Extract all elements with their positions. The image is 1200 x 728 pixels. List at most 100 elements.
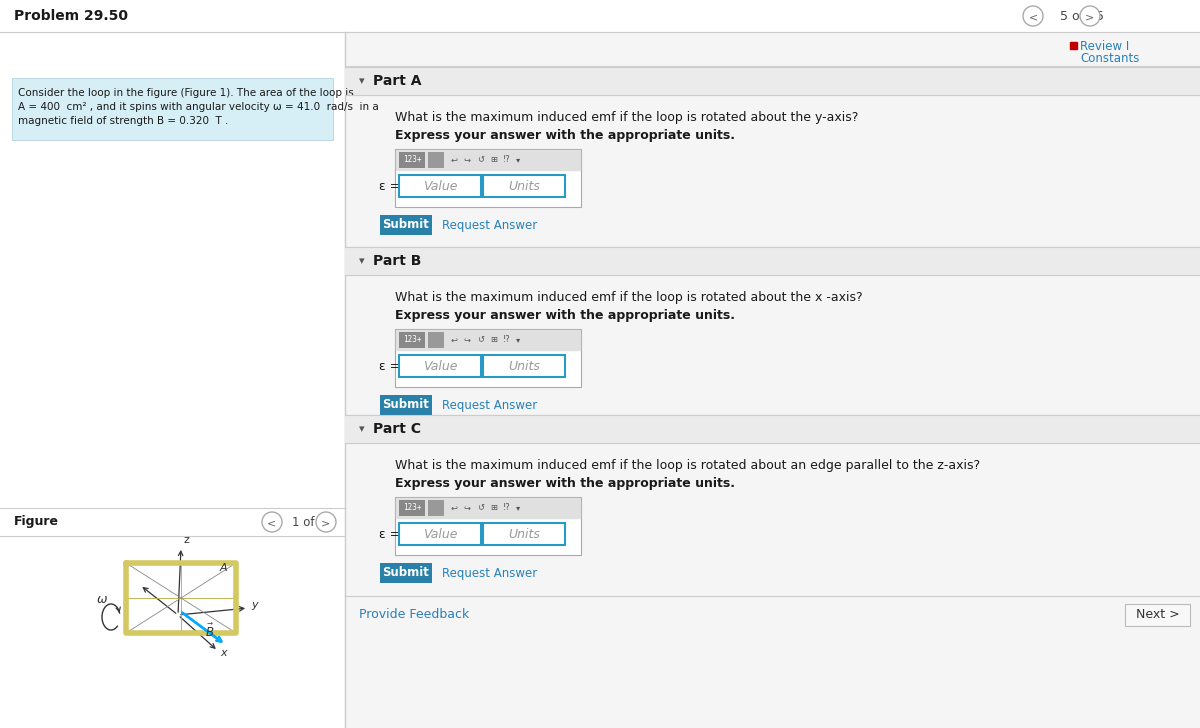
Text: Value: Value bbox=[422, 528, 457, 540]
Text: 123+: 123+ bbox=[403, 336, 421, 344]
Text: ↩: ↩ bbox=[451, 336, 458, 344]
Text: Problem 29.50: Problem 29.50 bbox=[14, 9, 128, 23]
Bar bbox=[1126, 604, 1190, 626]
Text: Consider the loop in the figure (Figure 1). The area of the loop is: Consider the loop in the figure (Figure … bbox=[18, 88, 354, 98]
Bar bbox=[395, 149, 581, 207]
Text: ▾: ▾ bbox=[516, 156, 521, 165]
Bar bbox=[396, 330, 580, 350]
Text: Express your answer with the appropriate units.: Express your answer with the appropriate… bbox=[395, 477, 734, 490]
Text: !?: !? bbox=[503, 156, 511, 165]
Text: y: y bbox=[251, 600, 258, 610]
Text: What is the maximum induced emf if the loop is rotated about an edge parallel to: What is the maximum induced emf if the l… bbox=[395, 459, 980, 472]
Text: ↪: ↪ bbox=[464, 156, 470, 165]
Bar bbox=[396, 150, 580, 170]
Text: !?: !? bbox=[503, 336, 511, 344]
Text: ε =: ε = bbox=[379, 528, 401, 540]
Bar bbox=[0, 32, 346, 728]
Text: Part C: Part C bbox=[373, 422, 421, 436]
Text: ε =: ε = bbox=[379, 360, 401, 373]
Text: >: > bbox=[1085, 12, 1094, 22]
Text: Constants: Constants bbox=[1080, 52, 1139, 66]
Text: ▾: ▾ bbox=[516, 504, 521, 513]
Text: Submit: Submit bbox=[383, 398, 430, 411]
Bar bbox=[395, 329, 581, 387]
Text: Units: Units bbox=[508, 360, 540, 373]
Text: Units: Units bbox=[508, 528, 540, 540]
Bar bbox=[395, 497, 581, 555]
Text: Submit: Submit bbox=[383, 566, 430, 579]
Text: ↪: ↪ bbox=[464, 336, 470, 344]
Text: Express your answer with the appropriate units.: Express your answer with the appropriate… bbox=[395, 129, 734, 142]
Circle shape bbox=[1022, 6, 1043, 26]
Text: $\omega$: $\omega$ bbox=[96, 593, 108, 606]
Text: Request Answer: Request Answer bbox=[442, 398, 538, 411]
Text: ▾: ▾ bbox=[359, 76, 365, 86]
Text: z: z bbox=[182, 535, 188, 545]
Text: ↺: ↺ bbox=[478, 504, 484, 513]
Text: 1 of 1: 1 of 1 bbox=[292, 515, 325, 529]
Bar bbox=[346, 67, 1200, 95]
Bar bbox=[398, 355, 481, 377]
Bar bbox=[482, 355, 565, 377]
Text: ↩: ↩ bbox=[451, 504, 458, 513]
Bar bbox=[0, 0, 1200, 32]
Text: Provide Feedback: Provide Feedback bbox=[359, 607, 469, 620]
Text: ▾: ▾ bbox=[359, 256, 365, 266]
Text: Part A: Part A bbox=[373, 74, 421, 88]
Bar bbox=[398, 523, 481, 545]
Text: What is the maximum induced emf if the loop is rotated about the y-axis?: What is the maximum induced emf if the l… bbox=[395, 111, 858, 124]
Bar bbox=[346, 247, 1200, 275]
Text: Units: Units bbox=[508, 180, 540, 192]
Bar bbox=[398, 175, 481, 197]
Bar bbox=[482, 523, 565, 545]
Text: ▾: ▾ bbox=[516, 336, 521, 344]
Bar bbox=[398, 500, 425, 516]
Bar bbox=[380, 215, 432, 235]
Bar bbox=[482, 175, 565, 197]
Text: 5 of 15: 5 of 15 bbox=[1060, 9, 1104, 23]
Text: ↺: ↺ bbox=[478, 336, 484, 344]
Bar bbox=[398, 152, 425, 168]
Text: ε =: ε = bbox=[379, 180, 401, 192]
Text: Figure: Figure bbox=[14, 515, 59, 529]
Circle shape bbox=[1080, 6, 1100, 26]
Text: magnetic field of strength B = 0.320  T .: magnetic field of strength B = 0.320 T . bbox=[18, 116, 228, 126]
Text: ↺: ↺ bbox=[478, 156, 484, 165]
Bar bbox=[398, 332, 425, 348]
Text: Request Answer: Request Answer bbox=[442, 566, 538, 579]
Text: A = 400  cm² , and it spins with angular velocity ω = 41.0  rad/s  in a: A = 400 cm² , and it spins with angular … bbox=[18, 102, 379, 112]
Text: Review I: Review I bbox=[1080, 39, 1129, 52]
Bar bbox=[346, 32, 1200, 728]
Text: ⊞: ⊞ bbox=[490, 504, 497, 513]
Bar bbox=[1070, 42, 1078, 49]
Text: <: < bbox=[268, 518, 277, 528]
Text: Next >: Next > bbox=[1135, 609, 1180, 622]
Text: Submit: Submit bbox=[383, 218, 430, 232]
Text: Request Answer: Request Answer bbox=[442, 218, 538, 232]
Text: What is the maximum induced emf if the loop is rotated about the x -axis?: What is the maximum induced emf if the l… bbox=[395, 291, 863, 304]
Text: !?: !? bbox=[503, 504, 511, 513]
Text: ⊞: ⊞ bbox=[490, 156, 497, 165]
Text: >: > bbox=[322, 518, 331, 528]
Bar bbox=[396, 498, 580, 518]
Bar bbox=[428, 500, 444, 516]
Circle shape bbox=[262, 512, 282, 532]
Bar bbox=[380, 563, 432, 583]
Text: <: < bbox=[1028, 12, 1038, 22]
Text: $\vec{B}$: $\vec{B}$ bbox=[205, 623, 215, 640]
Text: ↪: ↪ bbox=[464, 504, 470, 513]
Text: A: A bbox=[220, 563, 228, 573]
Text: Value: Value bbox=[422, 360, 457, 373]
Text: ▾: ▾ bbox=[359, 424, 365, 434]
Bar bbox=[428, 332, 444, 348]
Text: Express your answer with the appropriate units.: Express your answer with the appropriate… bbox=[395, 309, 734, 322]
Circle shape bbox=[316, 512, 336, 532]
Bar bbox=[12, 78, 334, 140]
Bar bbox=[428, 152, 444, 168]
Text: ↩: ↩ bbox=[451, 156, 458, 165]
Text: 123+: 123+ bbox=[403, 156, 421, 165]
Text: 123+: 123+ bbox=[403, 504, 421, 513]
Text: x: x bbox=[220, 648, 227, 658]
Text: Value: Value bbox=[422, 180, 457, 192]
Text: ⊞: ⊞ bbox=[490, 336, 497, 344]
